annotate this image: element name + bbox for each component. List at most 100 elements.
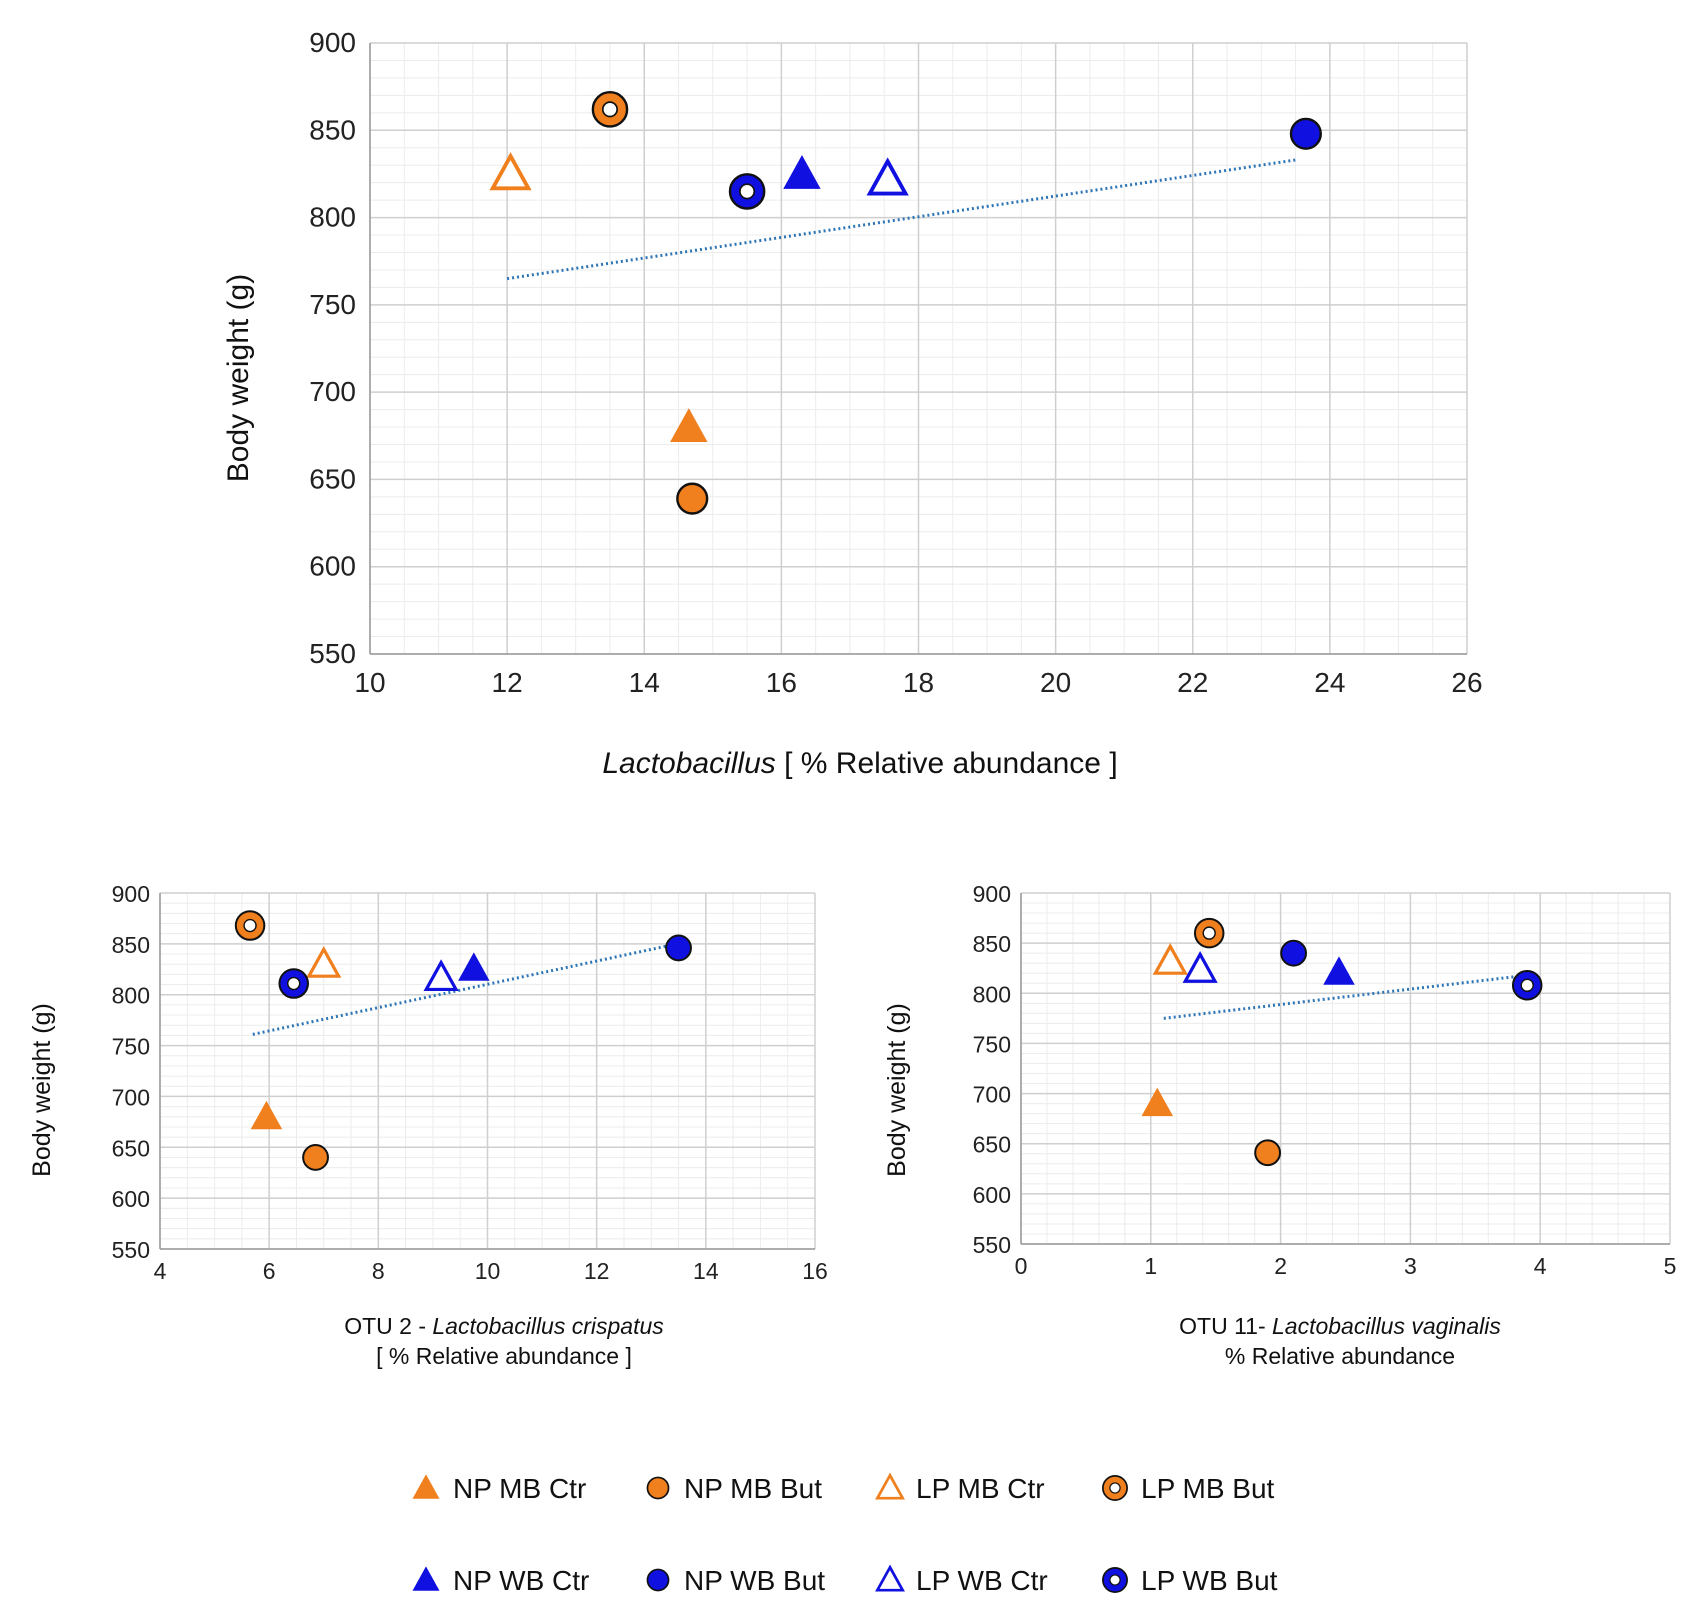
- legend-item-lp-wb-ctr: LP WB Ctr: [875, 1564, 1048, 1596]
- otu2-ytick-label: 700: [112, 1084, 150, 1110]
- otu11-xtick-label: 5: [1664, 1253, 1677, 1279]
- legend-item-np-wb-but: NP WB But: [646, 1565, 825, 1596]
- otu2-xtick-label: 4: [154, 1258, 167, 1284]
- main-ytick-label: 800: [309, 202, 356, 233]
- otu2-xlabel: OTU 2 - Lactobacillus crispatus: [344, 1313, 664, 1339]
- otu2-ylabel: Body weight (g): [28, 1003, 56, 1177]
- otu11-trendline: [1163, 973, 1528, 1020]
- legend-marker-shape: [875, 1472, 905, 1500]
- legend-marker-np-wb-ctr: [412, 1566, 440, 1591]
- otu2-xtick-label: 10: [475, 1258, 501, 1284]
- otu11-vaginalis-chart: 0 1 2 3 4 5 550 600 650 700 750 800 850 900: [973, 881, 1677, 1279]
- main-xtick-label: 22: [1177, 667, 1208, 698]
- main-point-np-wb-but: [1289, 117, 1322, 150]
- legend-item-lp-mb-ctr: LP MB Ctr: [875, 1472, 1045, 1504]
- otu2-point-np-mb-ctr: [250, 1100, 283, 1130]
- main-point-np-wb-ctr: [783, 155, 821, 189]
- otu2-ytick-label: 600: [112, 1186, 150, 1212]
- legend-label: LP MB But: [1141, 1473, 1275, 1504]
- otu11-xtick-label: 3: [1404, 1253, 1417, 1279]
- main-point-np-mb-but: [676, 482, 709, 515]
- legend-marker-np-mb-but: [646, 1476, 670, 1500]
- main-xlabel-italic: Lactobacillus: [602, 747, 775, 780]
- otu2-xlabel-prefix: OTU 2 -: [344, 1313, 432, 1339]
- main-point-lp-mb-ctr: [489, 152, 532, 191]
- legend-item-lp-mb-but: LP MB But: [1102, 1473, 1275, 1504]
- otu11-xtick-label: 2: [1274, 1253, 1287, 1279]
- otu2-point-lp-wb-ctr: [423, 959, 459, 992]
- otu11-ytick-label: 800: [973, 981, 1011, 1007]
- legend-label: NP WB But: [684, 1565, 825, 1596]
- main-xlabel: Lactobacillus [ % Relative abundance ]: [602, 747, 1117, 780]
- otu11-xtick-label: 0: [1015, 1253, 1028, 1279]
- legend-item-np-mb-but: NP MB But: [646, 1473, 822, 1504]
- otu2-xtick-label: 14: [693, 1258, 719, 1284]
- otu2-ytick-label: 800: [112, 983, 150, 1009]
- otu2-xlabel-line2: [ % Relative abundance ]: [376, 1343, 632, 1369]
- otu2-ytick-label: 750: [112, 1034, 150, 1060]
- otu11-point-lp-mb-ctr: [1152, 943, 1188, 975]
- legend-label: LP MB Ctr: [916, 1473, 1045, 1504]
- otu11-point-np-mb-but: [1254, 1139, 1282, 1167]
- otu11-xtick-label: 4: [1534, 1253, 1547, 1279]
- legend-marker-lp-wb-ctr: [875, 1564, 905, 1592]
- main-point-lp-mb-but: [591, 91, 629, 128]
- otu2-ytick-label: 550: [112, 1237, 150, 1263]
- otu2-xlabel-italic: Lactobacillus crispatus: [432, 1313, 664, 1339]
- main-xtick-label: 10: [354, 667, 385, 698]
- main-xtick-label: 20: [1040, 667, 1071, 698]
- otu2-point-np-mb-but: [302, 1144, 329, 1171]
- main-xlabel-rest: [ % Relative abundance ]: [784, 747, 1118, 780]
- otu11-point-lp-wb-ctr: [1182, 951, 1218, 983]
- legend-marker-shape: [646, 1568, 670, 1592]
- main-xtick-label: 14: [629, 667, 660, 698]
- legend-marker-shape: [1102, 1475, 1128, 1501]
- otu11-point-np-mb-ctr: [1141, 1087, 1174, 1117]
- legend-marker-lp-wb-but: [1102, 1567, 1128, 1593]
- legend-marker-np-mb-ctr: [412, 1474, 440, 1499]
- main-xtick-label: 24: [1314, 667, 1345, 698]
- legend-label: NP MB Ctr: [453, 1473, 586, 1504]
- otu2-ytick-label: 850: [112, 932, 150, 958]
- otu11-ytick-label: 600: [973, 1182, 1011, 1208]
- legend-marker-np-wb-but: [646, 1568, 670, 1592]
- otu2-crispatus-chart: 4 6 8 10 12 14 16 550 600 650 700 750 800 850 900: [112, 881, 828, 1284]
- legend-marker-shape: [646, 1476, 670, 1500]
- main-ytick-label: 850: [309, 114, 356, 145]
- main-point-np-mb-ctr: [670, 408, 708, 442]
- legend-item-np-wb-ctr: NP WB Ctr: [412, 1565, 589, 1596]
- otu11-xlabel-italic: Lactobacillus vaginalis: [1272, 1313, 1501, 1339]
- main-ytick-label: 700: [309, 376, 356, 407]
- legend-marker-shape: [1102, 1567, 1128, 1593]
- main-ytick-label: 550: [309, 638, 356, 669]
- otu2-ytick-label: 650: [112, 1135, 150, 1161]
- main-trendline: [506, 158, 1296, 281]
- otu11-ytick-label: 700: [973, 1082, 1011, 1108]
- otu11-point-lp-wb-but: [1511, 970, 1543, 1001]
- main-ytick-label: 650: [309, 463, 356, 494]
- legend-marker-shape: [875, 1564, 905, 1592]
- legend-item-np-mb-ctr: NP MB Ctr: [412, 1473, 586, 1504]
- otu11-point-np-wb-but: [1280, 939, 1307, 967]
- main-xtick-label: 26: [1451, 667, 1482, 698]
- otu2-xtick-label: 16: [802, 1258, 828, 1284]
- otu11-ytick-label: 850: [973, 931, 1011, 957]
- main-ytick-label: 600: [309, 551, 356, 582]
- main-xtick-label: 16: [766, 667, 797, 698]
- otu2-trendline: [252, 944, 668, 1036]
- main-lactobacillus-chart: 10 12 14 16 18 20 22 24 26 550 600 650 700 750 800 850 9…: [309, 27, 1482, 698]
- main-xtick-label: 18: [903, 667, 934, 698]
- main-ylabel: Body weight (g): [222, 274, 255, 482]
- legend-item-lp-wb-but: LP WB But: [1102, 1565, 1278, 1596]
- legend-marker-shape: [412, 1474, 440, 1499]
- otu11-gridlines: [1020, 892, 1671, 1245]
- otu11-ylabel: Body weight (g): [883, 1003, 911, 1177]
- otu2-point-lp-mb-ctr: [306, 946, 342, 978]
- otu11-xtick-label: 1: [1144, 1253, 1157, 1279]
- legend-marker-lp-mb-but: [1102, 1475, 1128, 1501]
- otu2-ytick-label: 900: [112, 881, 150, 907]
- legend-label: NP MB But: [684, 1473, 822, 1504]
- otu2-point-np-wb-but: [665, 934, 692, 962]
- otu11-xlabel-line2: % Relative abundance: [1225, 1343, 1455, 1369]
